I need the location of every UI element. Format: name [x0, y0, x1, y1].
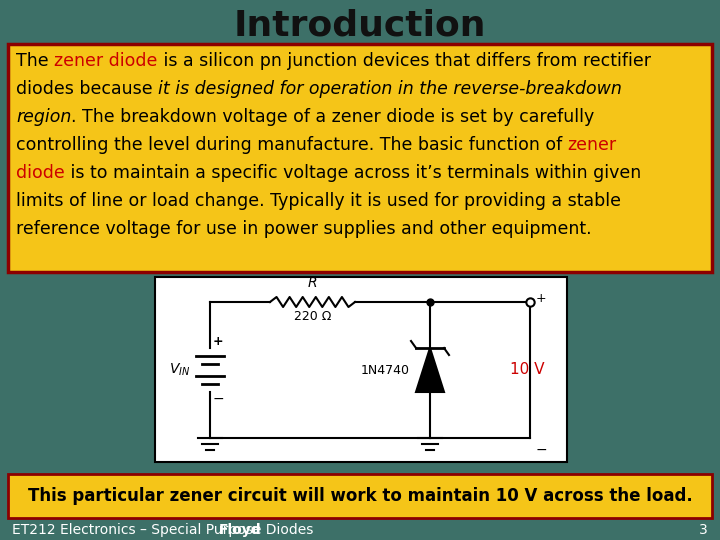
Text: is a silicon pn junction devices that differs from rectifier: is a silicon pn junction devices that di… — [158, 52, 650, 70]
Text: 10 V: 10 V — [510, 362, 544, 377]
Polygon shape — [416, 348, 444, 392]
Text: region: region — [16, 108, 71, 126]
Text: reference voltage for use in power supplies and other equipment.: reference voltage for use in power suppl… — [16, 220, 592, 238]
Text: +: + — [213, 335, 224, 348]
Text: . The breakdown voltage of a zener diode is set by carefully: . The breakdown voltage of a zener diode… — [71, 108, 595, 126]
Text: limits of line or load change. Typically it is used for providing a stable: limits of line or load change. Typically… — [16, 192, 621, 210]
Text: 3: 3 — [699, 523, 708, 537]
FancyBboxPatch shape — [155, 277, 567, 462]
Text: Introduction: Introduction — [234, 8, 486, 42]
Text: is to maintain a specific voltage across it’s terminals within given: is to maintain a specific voltage across… — [65, 164, 641, 182]
Text: 1N4740: 1N4740 — [361, 363, 410, 376]
Text: it is designed for operation in the reverse-breakdown: it is designed for operation in the reve… — [158, 80, 622, 98]
Text: $V_{IN}$: $V_{IN}$ — [168, 362, 190, 378]
Text: The: The — [16, 52, 54, 70]
Text: zener: zener — [568, 136, 617, 154]
Text: +: + — [536, 292, 546, 305]
Text: −: − — [213, 392, 225, 406]
FancyBboxPatch shape — [8, 474, 712, 518]
Text: diode: diode — [16, 164, 65, 182]
Text: zener diode: zener diode — [54, 52, 158, 70]
Text: 220 Ω: 220 Ω — [294, 310, 331, 323]
Text: ET212 Electronics – Special Purpose Diodes: ET212 Electronics – Special Purpose Diod… — [12, 523, 313, 537]
Text: −: − — [536, 443, 548, 457]
Text: $R$: $R$ — [307, 276, 318, 290]
Text: diodes because: diodes because — [16, 80, 158, 98]
Text: This particular zener circuit will work to maintain 10 V across the load.: This particular zener circuit will work … — [27, 487, 693, 505]
Text: Floyd: Floyd — [219, 523, 261, 537]
FancyBboxPatch shape — [8, 44, 712, 272]
Text: controlling the level during manufacture. The basic function of: controlling the level during manufacture… — [16, 136, 568, 154]
